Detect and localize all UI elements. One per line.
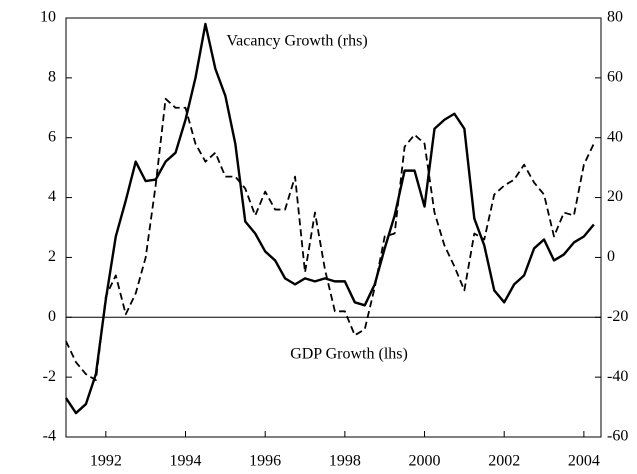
y-tick-label: 8 bbox=[48, 69, 56, 86]
x-tick-label: 1992 bbox=[90, 453, 122, 470]
y-tick-label: -2 bbox=[43, 368, 56, 385]
x-tick-label: 2004 bbox=[568, 453, 600, 470]
x-tick-label: 1994 bbox=[170, 453, 202, 470]
x-tick-label: 2000 bbox=[409, 453, 441, 470]
y-tick-label: 2 bbox=[48, 248, 56, 265]
line-series bbox=[65, 97, 595, 382]
y-tick-label: 4 bbox=[48, 188, 56, 205]
line-series bbox=[65, 22, 595, 415]
x-tick-label: 2002 bbox=[488, 453, 520, 470]
y-tick-label: 0 bbox=[48, 308, 56, 325]
y2-tick-label: 60 bbox=[607, 69, 623, 86]
y-tick-label: 6 bbox=[48, 128, 56, 145]
x-tick-label: 1998 bbox=[329, 453, 361, 470]
y-tick-label: 10 bbox=[40, 9, 56, 26]
plot-frame bbox=[65, 17, 602, 438]
y-tick-label: -4 bbox=[43, 428, 56, 445]
x-tick-label: 1996 bbox=[249, 453, 281, 470]
y2-tick-label: 0 bbox=[607, 248, 615, 265]
y2-tick-label: -60 bbox=[607, 428, 628, 445]
y2-tick-label: 20 bbox=[607, 188, 623, 205]
y2-tick-label: 80 bbox=[607, 9, 623, 26]
y2-tick-label: -40 bbox=[607, 368, 628, 385]
annotation: GDP Growth (lhs) bbox=[290, 346, 408, 363]
y2-tick-label: 40 bbox=[607, 128, 623, 145]
annotation: Vacancy Growth (rhs) bbox=[226, 33, 367, 50]
y2-tick-label: -20 bbox=[607, 308, 628, 325]
